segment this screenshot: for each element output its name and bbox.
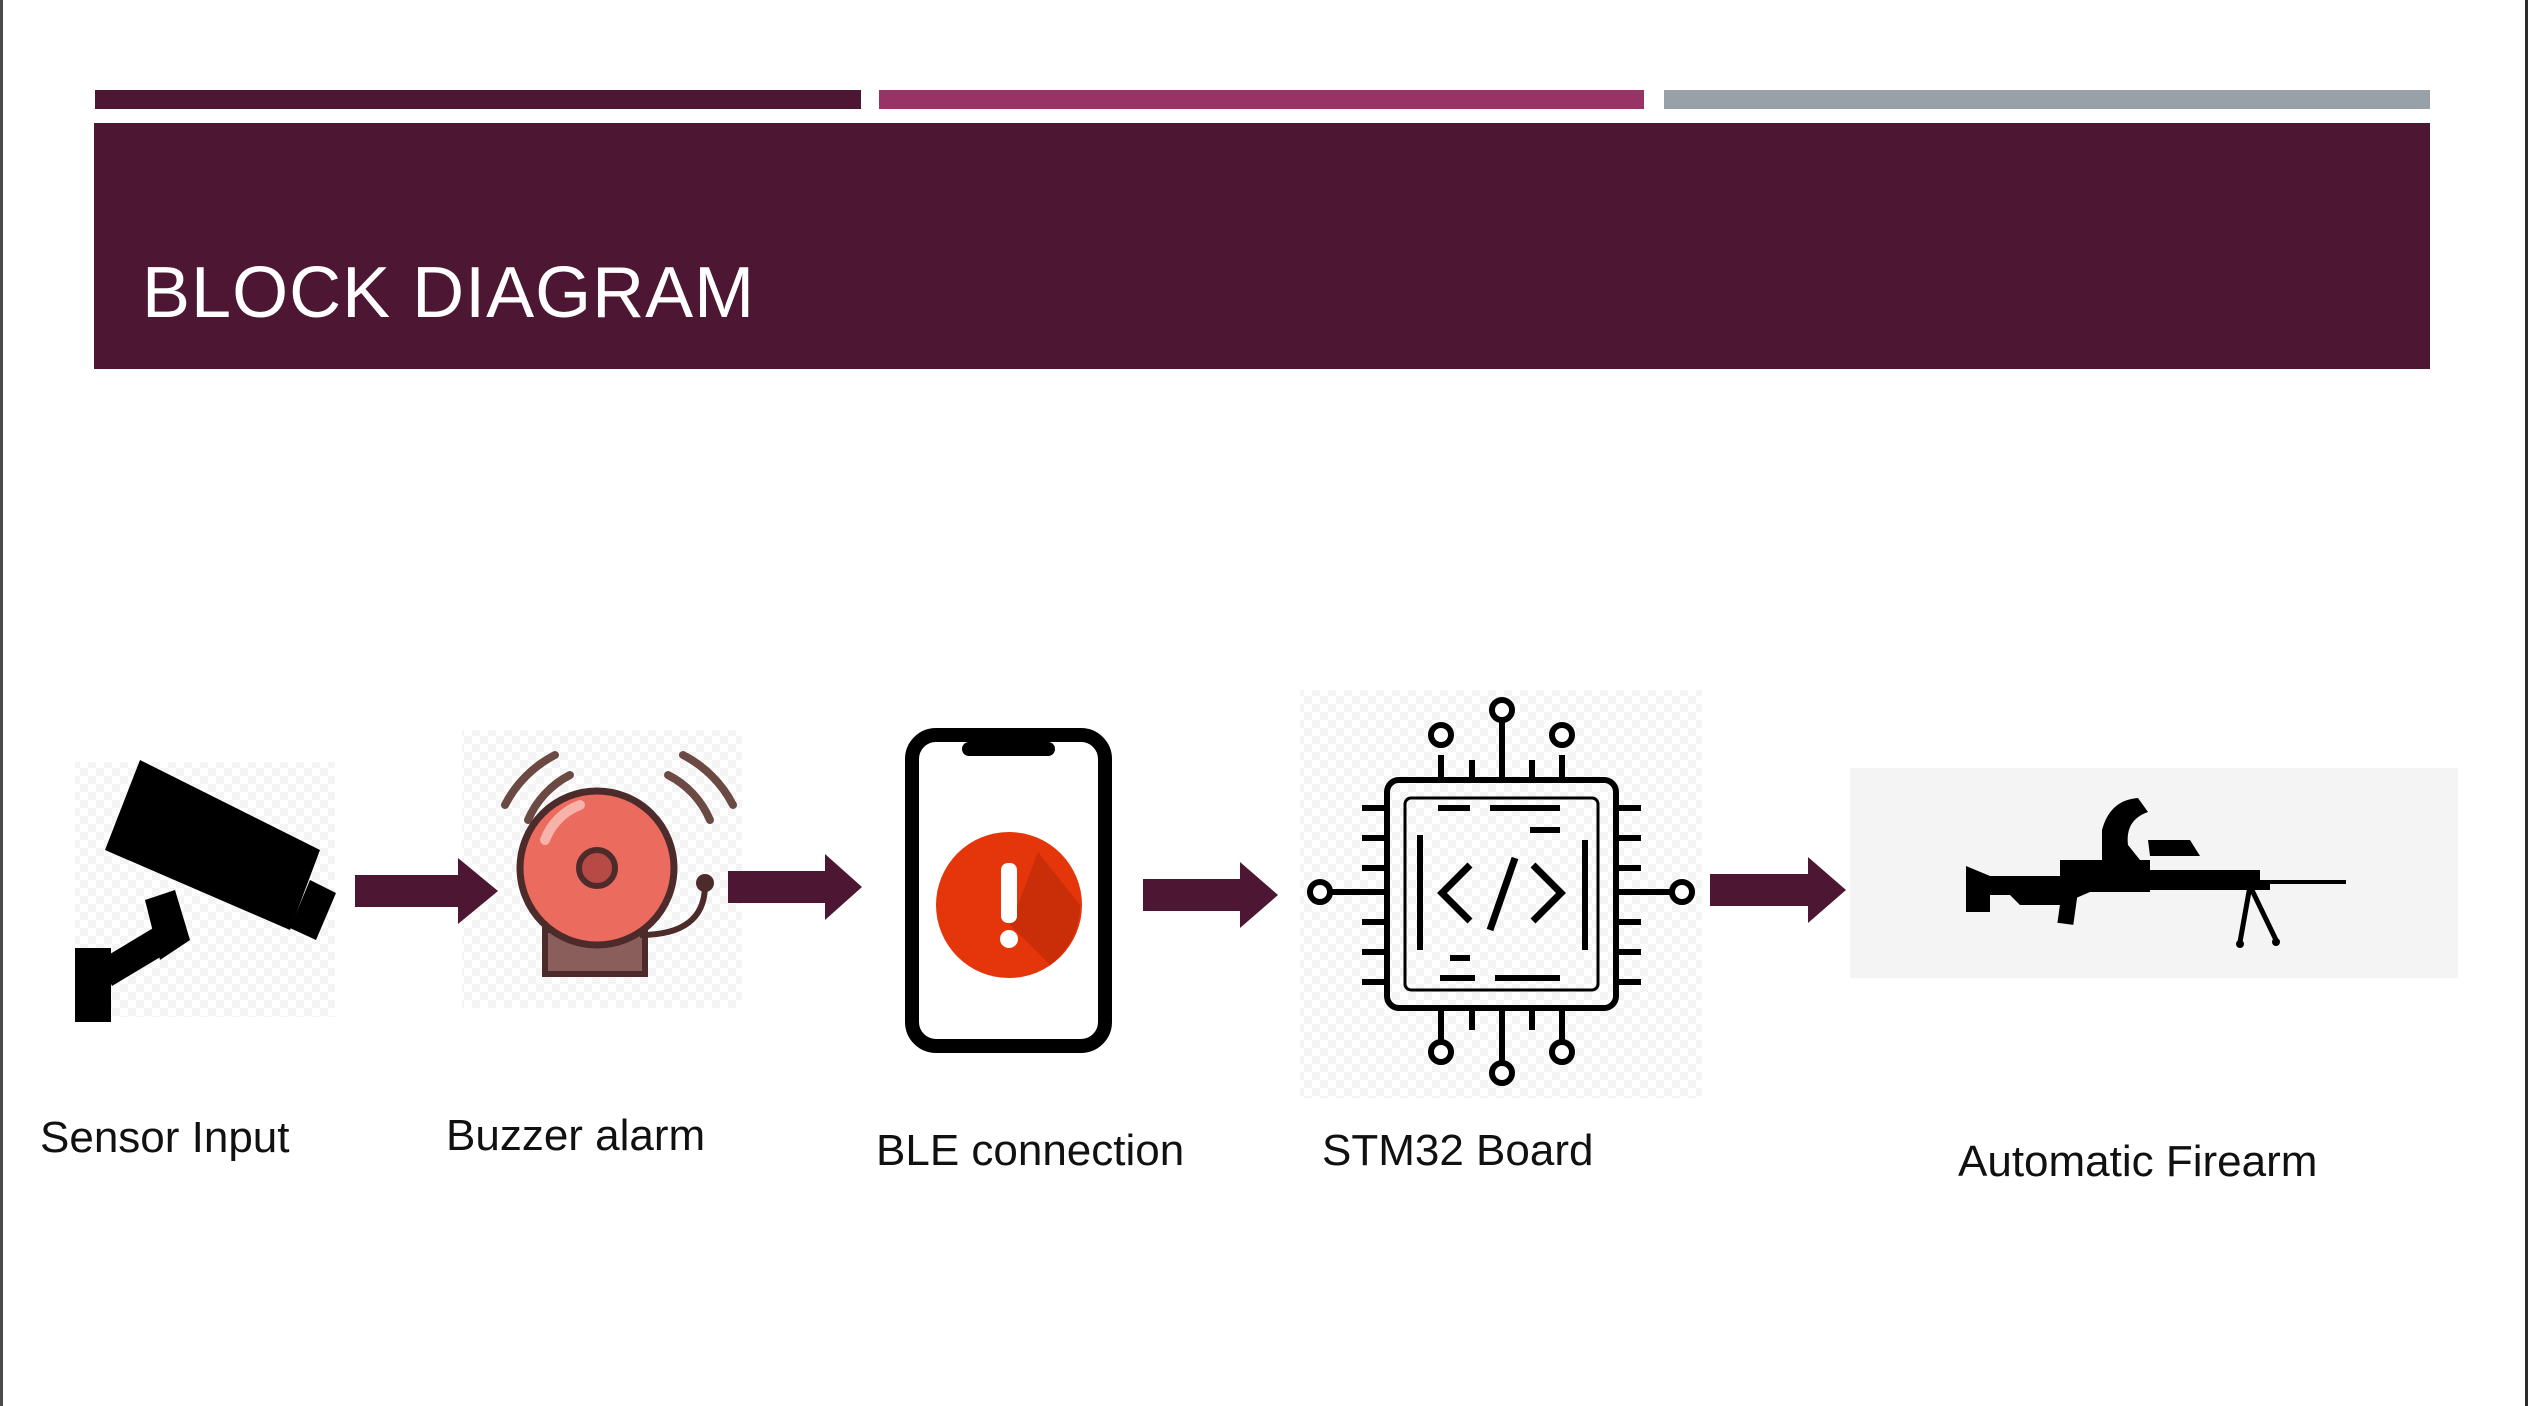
flow-arrow-2 [728,871,825,903]
slide-title: BLOCK DIAGRAM [142,253,756,333]
security-camera-icon [75,760,336,1022]
node-label-stm32-board: STM32 Board [1322,1126,1594,1175]
slide-edge-left [0,0,3,1406]
node-label-buzzer-alarm: Buzzer alarm [446,1111,706,1160]
node-label-ble-connection: BLE connection [876,1126,1185,1175]
accent-stripe-2 [879,90,1644,109]
accent-stripe-3 [1664,90,2430,109]
flow-arrow-3 [1143,879,1240,911]
alarm-bell-icon [462,730,742,1008]
node-label-automatic-firearm: Automatic Firearm [1958,1137,2318,1186]
flow-arrow-1 [355,875,458,907]
node-label-sensor-input: Sensor Input [40,1113,290,1162]
accent-stripe-1 [95,90,861,109]
title-banner [94,123,2430,369]
flow-arrow-4-head [1808,857,1846,923]
flow-arrow-4 [1710,874,1808,906]
machine-gun-icon [1850,768,2458,978]
smartphone-alert-icon [905,728,1112,1053]
slide-edge-right [2525,0,2528,1406]
flow-arrow-2-head [825,854,862,920]
microchip-icon [1300,690,1702,1098]
flow-arrow-1-head [458,858,498,924]
flow-arrow-3-head [1240,862,1278,928]
